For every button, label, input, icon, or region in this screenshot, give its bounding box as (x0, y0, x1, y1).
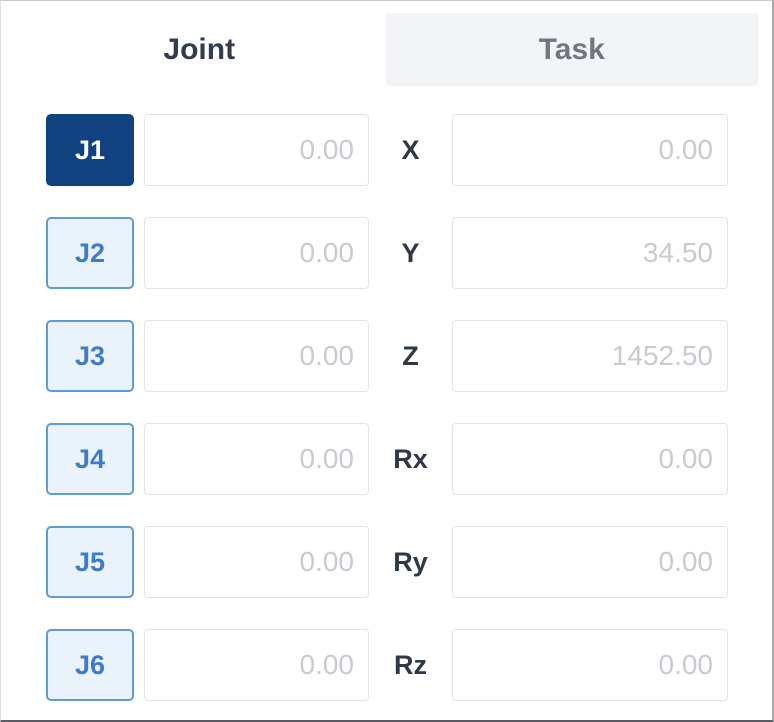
joint-j5-button[interactable]: J5 (46, 526, 134, 598)
axis-z-label: Z (402, 340, 419, 371)
joint-j4-button[interactable]: J4 (46, 423, 134, 495)
task-rz-value-input[interactable] (452, 629, 728, 701)
axis-rx-label: Rx (393, 443, 428, 474)
jog-row-3: J3 Z (46, 320, 728, 392)
joint-j6-value-input[interactable] (144, 629, 369, 701)
tab-task[interactable]: Task (385, 13, 758, 86)
jog-row-5: J5 Ry (46, 526, 728, 598)
task-y-value-input[interactable] (452, 217, 728, 289)
jog-row-4: J4 Rx (46, 423, 728, 495)
joint-j2-button[interactable]: J2 (46, 217, 134, 289)
axis-rz-label: Rz (394, 649, 427, 680)
joint-j6-button[interactable]: J6 (46, 629, 134, 701)
task-x-value-input[interactable] (452, 114, 728, 186)
task-ry-value-input[interactable] (452, 526, 728, 598)
axis-x-label: X (401, 134, 420, 165)
joint-j2-value-input[interactable] (144, 217, 369, 289)
jog-row-6: J6 Rz (46, 629, 728, 701)
tab-joint[interactable]: Joint (13, 13, 386, 86)
task-z-value-input[interactable] (452, 320, 728, 392)
joint-j3-value-input[interactable] (144, 320, 369, 392)
axis-y-label: Y (401, 237, 420, 268)
joint-j4-value-input[interactable] (144, 423, 369, 495)
jog-row-1: J1 X (46, 114, 728, 186)
joint-j5-value-input[interactable] (144, 526, 369, 598)
task-rx-value-input[interactable] (452, 423, 728, 495)
axis-ry-label: Ry (393, 546, 428, 577)
joint-j1-value-input[interactable] (144, 114, 369, 186)
joint-j1-button[interactable]: J1 (46, 114, 134, 186)
jog-row-2: J2 Y (46, 217, 728, 289)
coordinate-mode-tabs: Joint Task (13, 13, 758, 86)
joint-j3-button[interactable]: J3 (46, 320, 134, 392)
jog-rows: J1 X J2 Y J3 Z J4 Rx J5 Ry (46, 114, 728, 720)
